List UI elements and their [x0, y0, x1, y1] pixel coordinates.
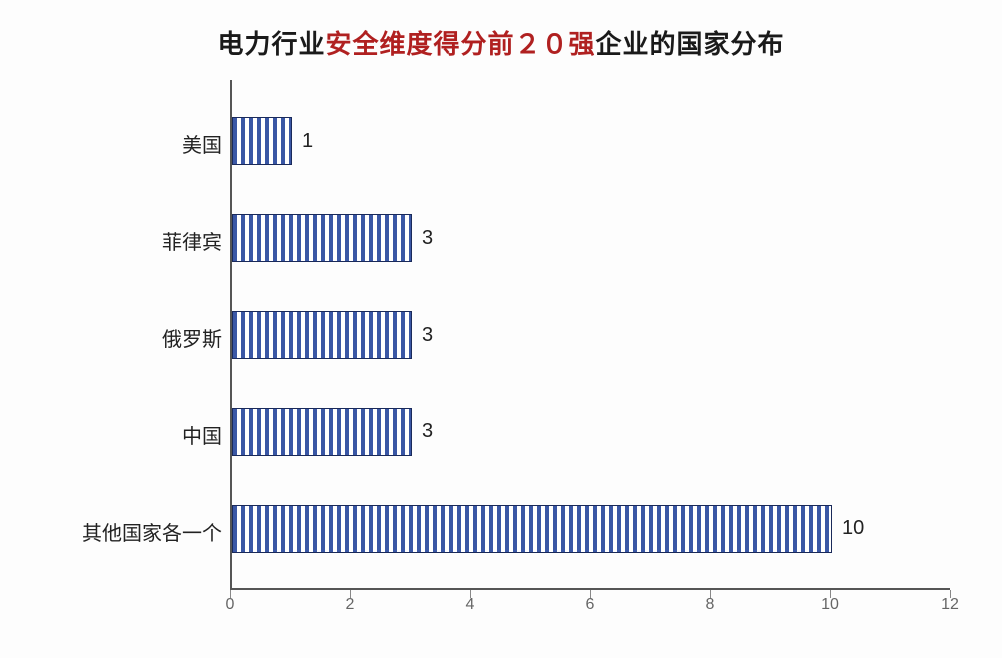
- bar: [232, 505, 832, 553]
- x-tick-label: 0: [226, 596, 235, 614]
- plot-area: 133310 024681012: [230, 80, 950, 590]
- title-part-1: 电力行业: [217, 30, 325, 59]
- x-tick-label: 2: [346, 596, 355, 614]
- title-part-2: 安全维度得分前２０强: [325, 30, 595, 59]
- chart-container: 电力行业安全维度得分前２０强企业的国家分布 1 3 3 3 10 0 2 4 6 8 10 12 美…: [0, 0, 1002, 658]
- title-part-3: 企业的国家分布: [596, 30, 785, 59]
- y-category-label: 俄罗斯: [22, 323, 222, 352]
- bar-row: 10: [232, 505, 864, 553]
- bar-fill: [233, 118, 291, 164]
- x-tick-label: 6: [586, 596, 595, 614]
- bar-value-label: 3: [422, 227, 433, 250]
- bar: [232, 408, 412, 456]
- bar-value-label: 3: [422, 420, 433, 443]
- bar-value-label: 10: [842, 517, 864, 540]
- bar: [232, 214, 412, 262]
- bar-row: 3: [232, 408, 433, 456]
- x-tick-label: 12: [941, 596, 959, 614]
- y-category-label: 中国: [22, 420, 222, 449]
- bar-row: 3: [232, 214, 433, 262]
- bar-fill: [233, 506, 831, 552]
- x-tick-label: 8: [706, 596, 715, 614]
- bar-value-label: 1: [302, 130, 313, 153]
- bar: [232, 311, 412, 359]
- y-category-label: 美国: [22, 129, 222, 158]
- bar-value-label: 3: [422, 324, 433, 347]
- chart-title: 电力行业安全维度得分前２０强企业的国家分布: [40, 20, 962, 72]
- x-tick-label: 10: [821, 596, 839, 614]
- y-category-label: 菲律宾: [22, 226, 222, 255]
- bar-fill: [233, 409, 411, 455]
- bar-row: 1: [232, 117, 313, 165]
- bar: [232, 117, 292, 165]
- bar-row: 3: [232, 311, 433, 359]
- y-category-label: 其他国家各一个: [22, 517, 222, 546]
- bar-fill: [233, 312, 411, 358]
- x-tick-label: 4: [466, 596, 475, 614]
- bar-fill: [233, 215, 411, 261]
